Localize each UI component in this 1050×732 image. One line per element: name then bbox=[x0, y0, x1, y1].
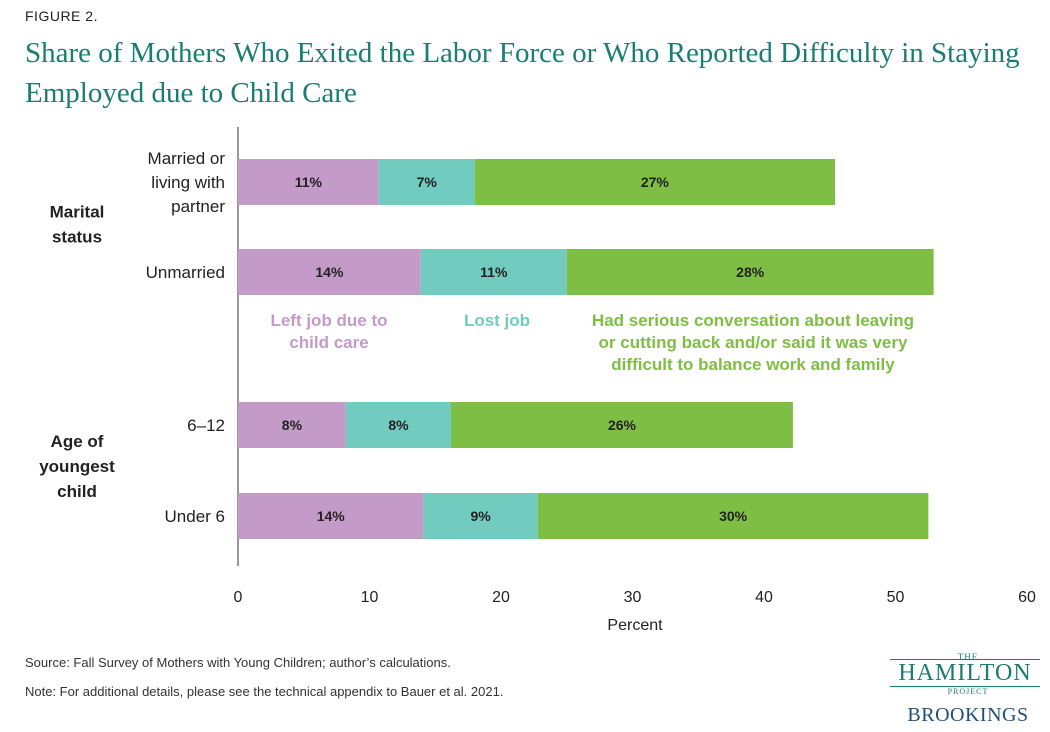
bar-data-label: 28% bbox=[736, 264, 765, 280]
bar-data-label: 30% bbox=[719, 508, 748, 524]
bar-segment-3-1 bbox=[474, 159, 836, 205]
source-note: Source: Fall Survey of Mothers with Youn… bbox=[25, 655, 451, 670]
bar-data-label: 11% bbox=[295, 174, 323, 190]
legend-entry: Left job due to child care bbox=[270, 311, 387, 352]
x-tick-label: 60 bbox=[1018, 589, 1036, 606]
logo-project: PROJECT bbox=[947, 687, 989, 696]
bar-data-label: 9% bbox=[471, 508, 492, 524]
bar-segment-1-1 bbox=[238, 159, 379, 205]
bar-data-label: 26% bbox=[608, 417, 637, 433]
footnote: Note: For additional details, please see… bbox=[25, 684, 504, 699]
x-axis-title: Percent bbox=[607, 617, 663, 634]
category-label: 6–12 bbox=[187, 416, 225, 435]
hamilton-brookings-logo: THE HAMILTON PROJECT BROOKINGS bbox=[888, 652, 1048, 732]
bar-data-label: 7% bbox=[417, 174, 438, 190]
bar-segment-1-3 bbox=[238, 402, 346, 448]
bar-segment-3-3 bbox=[451, 402, 793, 448]
stacked-bar-chart: 11% 7% 27% Married or living with partner 14% 1… bbox=[39, 127, 1036, 634]
bar-data-label: 27% bbox=[641, 174, 670, 190]
bar-data-label: 8% bbox=[388, 417, 409, 433]
legend-entry: Lost job bbox=[464, 311, 530, 330]
x-tick-label: 10 bbox=[361, 589, 379, 606]
logo-brookings: BROOKINGS bbox=[907, 704, 1029, 726]
logo-the: THE bbox=[957, 652, 979, 662]
bar-segment-2-1 bbox=[378, 159, 475, 205]
group-label: Marital status bbox=[50, 203, 105, 247]
category-label: Unmarried bbox=[146, 263, 225, 282]
bar-segment-2-3 bbox=[345, 402, 452, 448]
x-tick-label: 30 bbox=[624, 589, 642, 606]
bar-segment-2-4 bbox=[423, 493, 538, 539]
x-tick-label: 40 bbox=[755, 589, 773, 606]
figure-label: FIGURE 2. bbox=[25, 8, 98, 24]
x-tick-label: 50 bbox=[887, 589, 905, 606]
legend-entry: Had serious conversation about leaving or… bbox=[592, 311, 914, 374]
bar-segment-2-2 bbox=[420, 249, 567, 295]
chart-title: Share of Mothers Who Exited the Labor Fo… bbox=[25, 37, 1020, 109]
bar-segment-1-2 bbox=[238, 249, 421, 295]
bar-segment-3-4 bbox=[537, 493, 929, 539]
bar-data-label: 8% bbox=[282, 417, 303, 433]
x-tick-label: 20 bbox=[492, 589, 510, 606]
group-label: Age of youngest child bbox=[39, 432, 115, 501]
x-tick-label: 0 bbox=[234, 589, 243, 606]
bar-segment-1-4 bbox=[238, 493, 424, 539]
category-label: Under 6 bbox=[165, 507, 225, 526]
bar-segment-3-2 bbox=[566, 249, 934, 295]
bar-data-label: 11% bbox=[480, 264, 508, 280]
logo-hamilton: HAMILTON bbox=[890, 659, 1040, 687]
bar-data-label: 14% bbox=[317, 508, 346, 524]
category-label: Married or living with partner bbox=[148, 149, 226, 216]
bar-data-label: 14% bbox=[315, 264, 344, 280]
